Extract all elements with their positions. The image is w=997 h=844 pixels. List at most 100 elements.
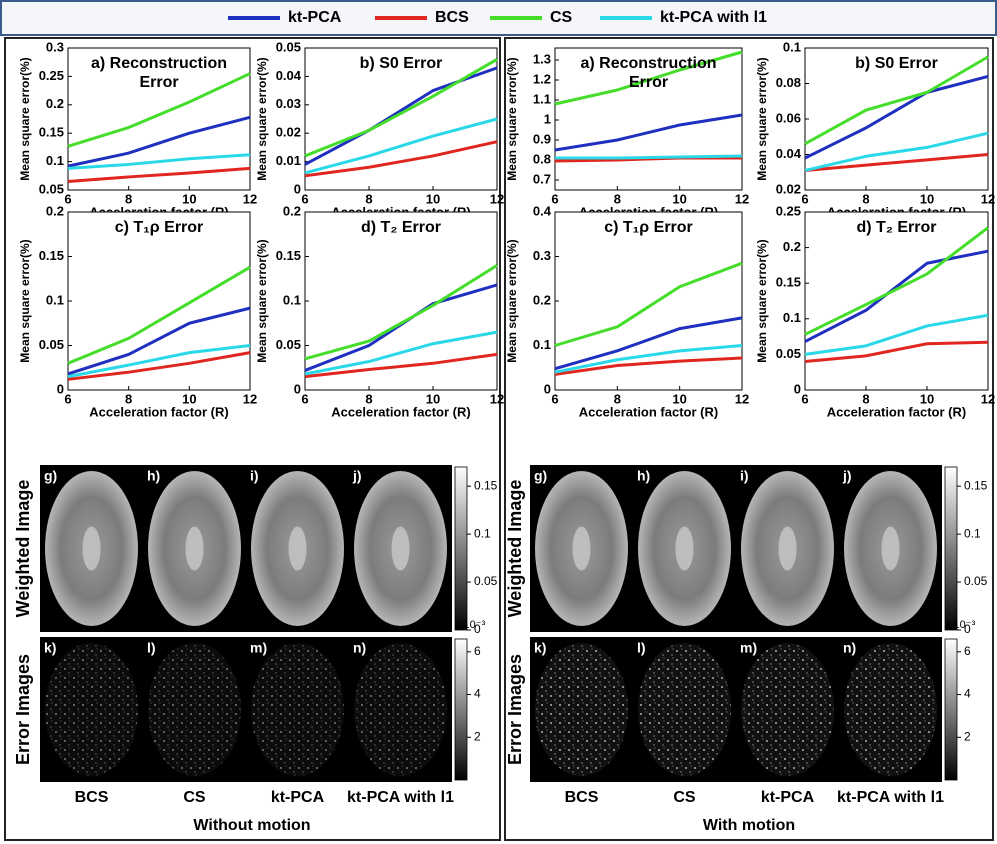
error-image (844, 643, 937, 776)
y-tick-label: 1 (544, 111, 551, 126)
x-tick-label: 6 (801, 191, 808, 206)
colorbar-tick-label: 4 (964, 687, 971, 701)
y-tick-label: 0.9 (533, 131, 551, 146)
colorbar-scale-label: x 10⁻³ (945, 619, 976, 631)
row-label: Error Images (13, 654, 33, 765)
y-tick-label: 0.1 (783, 39, 801, 54)
colorbar (454, 466, 468, 631)
series-line (804, 249, 989, 343)
image-label: g) (44, 468, 57, 484)
y-tick-label: 0 (294, 381, 301, 396)
brain-ventricle (82, 526, 101, 571)
column-label: BCS (75, 789, 109, 806)
y-tick-label: 0 (294, 181, 301, 196)
plot-area (804, 211, 989, 391)
y-tick-label: 1.3 (533, 51, 551, 66)
x-tick-label: 10 (672, 391, 686, 406)
y-tick-label: 0.2 (46, 96, 64, 111)
colorbar-tick-label: 0.05 (964, 574, 988, 588)
column-label: BCS (565, 789, 599, 806)
series-line (304, 264, 498, 361)
column-label: kt-PCA with l1 (837, 789, 944, 806)
x-tick-label: 12 (490, 391, 504, 406)
y-axis-label: Mean square error(%) (505, 239, 519, 362)
series-line (67, 153, 251, 170)
y-tick-label: 0.04 (776, 146, 802, 161)
series-line (67, 344, 251, 379)
y-axis-label: Mean square error(%) (255, 239, 269, 362)
chart-title: d) T₂ Error (361, 219, 441, 236)
x-tick-label: 8 (614, 191, 621, 206)
colorbar-tick-label: 0 (474, 622, 481, 636)
x-axis-label: Acceleration factor (R) (827, 404, 966, 419)
legend-label: kt-PCA (288, 9, 342, 26)
y-tick-label: 0.25 (776, 203, 801, 218)
image-label: h) (637, 468, 650, 484)
series-line (67, 265, 251, 365)
image-label: i) (250, 468, 259, 484)
y-tick-label: 0.1 (283, 292, 301, 307)
colorbar-tick-label: 0.1 (474, 526, 491, 540)
x-axis-label: Acceleration factor (R) (331, 404, 470, 419)
x-tick-label: 12 (243, 191, 257, 206)
column-label: kt-PCA with l1 (347, 789, 454, 806)
chart-title: c) T₁ρ Error (604, 219, 693, 236)
error-image (741, 643, 834, 776)
y-tick-label: 0.01 (276, 153, 301, 168)
series-line (804, 226, 989, 336)
x-tick-label: 12 (735, 191, 749, 206)
panel-caption: With motion (703, 817, 795, 834)
legend-label: BCS (435, 9, 469, 26)
x-tick-label: 6 (801, 391, 808, 406)
brain-ventricle (572, 526, 591, 571)
image-label: j) (842, 468, 852, 484)
plot-area (304, 47, 498, 191)
series-line (554, 113, 743, 152)
column-label: kt-PCA (271, 789, 325, 806)
image-label: g) (534, 468, 547, 484)
x-tick-label: 12 (243, 391, 257, 406)
plot-area (67, 211, 251, 391)
x-tick-label: 8 (125, 391, 132, 406)
error-image (354, 643, 447, 776)
y-tick-label: 0.2 (283, 203, 301, 218)
y-tick-label: 0.4 (533, 203, 552, 218)
row-label: Weighted Image (13, 480, 33, 618)
x-tick-label: 10 (182, 391, 196, 406)
colorbar-scale-label: x 10⁻³ (455, 619, 486, 631)
column-label: CS (183, 789, 206, 806)
chart-title: b) S0 Error (359, 55, 443, 72)
image-label: l) (147, 640, 156, 656)
colorbar-tick-label: 6 (474, 644, 481, 658)
x-tick-label: 6 (64, 391, 71, 406)
series-line (804, 55, 989, 146)
brain-ventricle (675, 526, 694, 571)
x-tick-label: 8 (365, 191, 372, 206)
x-tick-label: 10 (672, 191, 686, 206)
x-tick-label: 10 (426, 391, 440, 406)
x-tick-label: 10 (920, 391, 934, 406)
error-image (251, 643, 344, 776)
y-tick-label: 0.03 (276, 96, 301, 111)
x-tick-label: 12 (735, 391, 749, 406)
colorbar (454, 638, 468, 781)
y-tick-label: 0.15 (276, 248, 301, 263)
y-tick-label: 0.3 (46, 39, 64, 54)
y-tick-label: 0.02 (776, 181, 801, 196)
series-line (304, 352, 498, 379)
plot-area (304, 211, 498, 391)
x-axis-label: Acceleration factor (R) (579, 404, 718, 419)
series-line (67, 351, 251, 381)
error-image (45, 643, 138, 776)
column-label: kt-PCA (761, 789, 815, 806)
x-tick-label: 6 (301, 391, 308, 406)
y-tick-label: 0.3 (533, 248, 551, 263)
colorbar-tick-label: 0.05 (474, 574, 498, 588)
y-tick-label: 0.1 (46, 153, 64, 168)
chart-title: a) Reconstruction Error (90, 55, 227, 91)
series-line (554, 344, 743, 374)
y-tick-label: 0.1 (783, 310, 801, 325)
colorbar-tick-label: 0.15 (474, 478, 498, 492)
colorbar-tick-label: 2 (474, 729, 481, 743)
series-line (804, 131, 989, 172)
